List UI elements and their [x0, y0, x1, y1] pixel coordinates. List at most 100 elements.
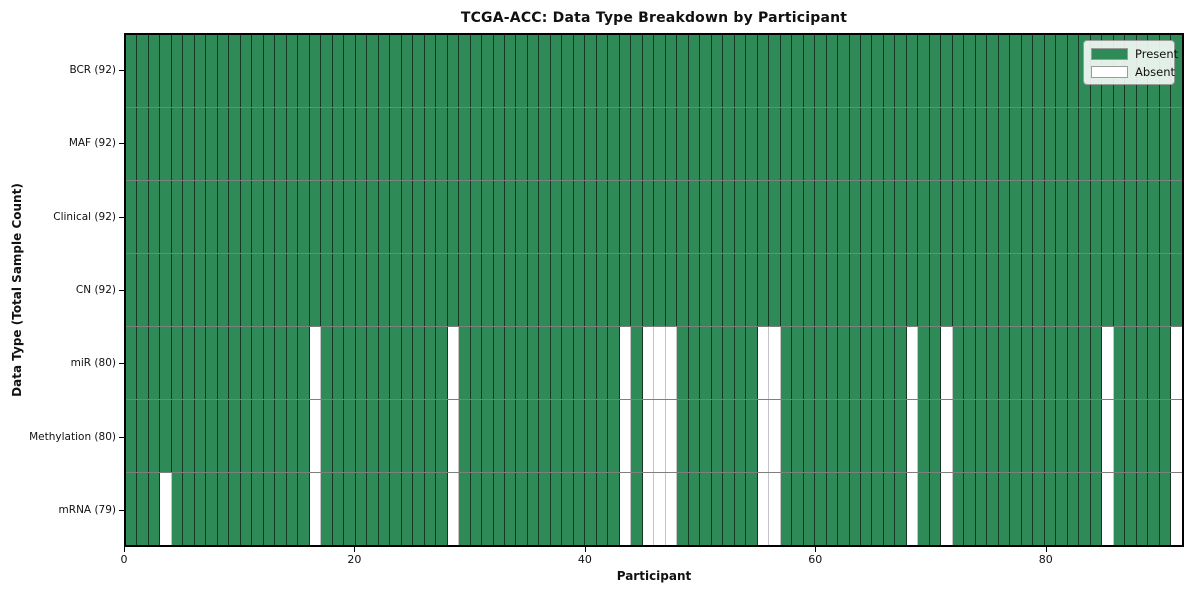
heatmap-cell	[1021, 400, 1034, 472]
heatmap-cell	[1033, 108, 1045, 180]
heatmap-cell	[148, 400, 161, 472]
heatmap-cell	[861, 254, 873, 326]
y-tick-label: miR (80)	[70, 357, 116, 370]
heatmap-cell	[906, 35, 919, 107]
heatmap-cell	[1044, 473, 1057, 545]
heatmap-cell	[895, 473, 907, 545]
heatmap-cell	[550, 254, 563, 326]
heatmap-cell	[1136, 254, 1149, 326]
heatmap-cell	[504, 473, 517, 545]
heatmap-cell	[642, 327, 655, 399]
heatmap-cell	[688, 400, 701, 472]
heatmap-cell	[895, 108, 907, 180]
heatmap-cell	[1079, 254, 1091, 326]
heatmap-cell	[183, 108, 195, 180]
heatmap-cell	[309, 108, 322, 180]
heatmap-cell	[126, 35, 138, 107]
heatmap-cell	[700, 181, 712, 253]
heatmap-cell	[975, 327, 988, 399]
heatmap-cell	[401, 254, 414, 326]
heatmap-cell	[815, 254, 827, 326]
heatmap-cell	[723, 35, 735, 107]
heatmap-cell	[792, 254, 804, 326]
heatmap-cell	[665, 473, 678, 545]
x-tick-mark	[354, 547, 356, 552]
heatmap-cell	[723, 108, 735, 180]
heatmap-cell	[975, 473, 988, 545]
heatmap-cell	[619, 400, 632, 472]
heatmap-cell	[757, 108, 770, 180]
heatmap-cell	[1159, 181, 1172, 253]
heatmap-cell	[1021, 327, 1034, 399]
heatmap-cell	[815, 473, 827, 545]
heatmap-cell	[861, 400, 873, 472]
legend-label: Present	[1135, 46, 1179, 61]
heatmap-cell	[792, 473, 804, 545]
heatmap-cell	[194, 400, 207, 472]
heatmap-cell	[459, 327, 471, 399]
heatmap-cell	[367, 35, 379, 107]
heatmap-cell	[700, 254, 712, 326]
heatmap-cell	[1044, 327, 1057, 399]
heatmap-cell	[861, 35, 873, 107]
heatmap-cell	[321, 473, 333, 545]
heatmap-cell	[298, 473, 310, 545]
heatmap-cell	[275, 181, 287, 253]
heatmap-cell	[883, 108, 896, 180]
heatmap-cell	[711, 108, 724, 180]
heatmap-cell	[562, 473, 574, 545]
heatmap-cell	[654, 254, 666, 326]
heatmap-cell	[160, 400, 172, 472]
heatmap-cell	[240, 327, 253, 399]
heatmap-cell	[321, 400, 333, 472]
heatmap-cell	[1056, 181, 1068, 253]
heatmap-cell	[562, 327, 574, 399]
heatmap-cell	[229, 181, 241, 253]
x-tick-label: 20	[347, 553, 362, 566]
heatmap-cell	[1067, 327, 1080, 399]
heatmap-cell	[826, 400, 839, 472]
y-tick-mark	[119, 290, 124, 291]
y-tick-label: CN (92)	[75, 284, 116, 296]
heatmap-cell	[711, 327, 724, 399]
heatmap-cell	[217, 108, 230, 180]
heatmap-cell	[780, 254, 793, 326]
heatmap-cell	[275, 35, 287, 107]
heatmap-cell	[367, 327, 379, 399]
heatmap-cell	[711, 35, 724, 107]
heatmap-cell	[1171, 35, 1182, 107]
heatmap-cell	[700, 35, 712, 107]
heatmap-cell	[206, 400, 218, 472]
heatmap-cell	[918, 400, 930, 472]
heatmap-cell	[746, 181, 758, 253]
heatmap-cell	[654, 35, 666, 107]
heatmap-cell	[1113, 108, 1126, 180]
heatmap-cell	[780, 35, 793, 107]
heatmap-cell	[275, 400, 287, 472]
heatmap-cell	[482, 254, 494, 326]
heatmap-cell	[964, 400, 976, 472]
heatmap-cell	[952, 400, 965, 472]
heatmap-cell	[734, 181, 747, 253]
heatmap-cell	[734, 327, 747, 399]
heatmap-cell	[527, 35, 540, 107]
heatmap-cell	[1090, 108, 1103, 180]
heatmap-cell	[734, 400, 747, 472]
heatmap-cell	[217, 400, 230, 472]
heatmap-cell	[194, 254, 207, 326]
heatmap-cell	[137, 181, 149, 253]
heatmap-cell	[700, 400, 712, 472]
heatmap-cell	[160, 327, 172, 399]
heatmap-cell	[573, 473, 586, 545]
heatmap-cell	[390, 400, 402, 472]
heatmap-cell	[700, 327, 712, 399]
heatmap-cell	[769, 254, 781, 326]
heatmap-cell	[252, 254, 264, 326]
heatmap-cell	[998, 181, 1011, 253]
heatmap-cell	[1125, 108, 1137, 180]
heatmap-cell	[527, 108, 540, 180]
heatmap-cell	[504, 35, 517, 107]
heatmap-cell	[183, 181, 195, 253]
heatmap-cell	[436, 327, 448, 399]
